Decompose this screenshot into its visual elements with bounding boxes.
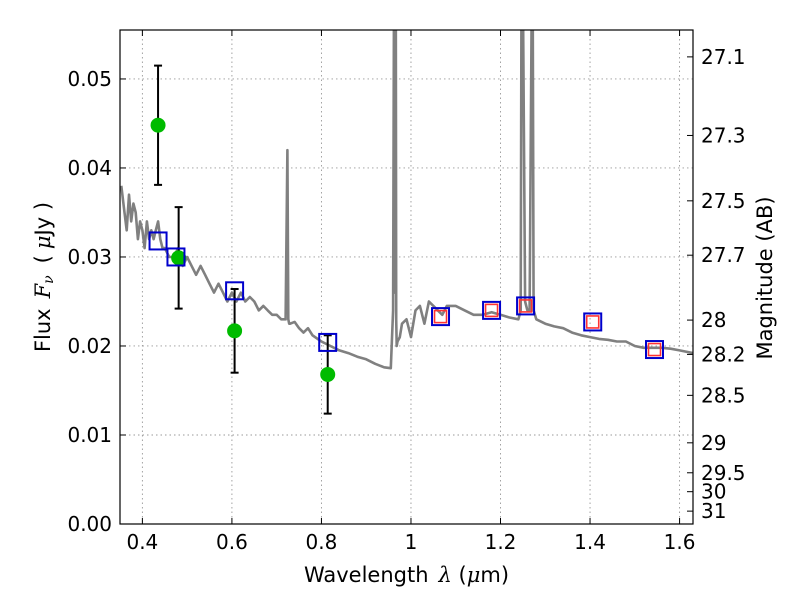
x-tick-label: 0.6 — [216, 530, 248, 554]
nir-inner-box — [518, 299, 533, 313]
tick-labels-layer: 0.4 0.6 0.8 1 1.2 1.4 1.6 0.00 0.01 0.02 0.03 0.04 0… — [67, 45, 745, 554]
y-tick-label: 0.05 — [67, 67, 112, 91]
nir-outer-box — [482, 300, 502, 320]
right-tick-label: 27.1 — [701, 45, 746, 69]
right-tick-label: 27.7 — [701, 243, 746, 267]
x-tick-label: 1.4 — [574, 530, 606, 554]
right-axis-label: Magnitude (AB) — [753, 196, 777, 359]
right-tick-label: 27.3 — [701, 123, 746, 147]
right-tick-label: 28.5 — [701, 383, 746, 407]
right-tick-label: 27.5 — [701, 189, 746, 213]
right-tick-label: 30 — [701, 480, 726, 504]
y-tick-label: 0.03 — [67, 245, 112, 269]
x-tick-label: 0.8 — [306, 530, 338, 554]
nir-inner-box — [585, 315, 600, 329]
x-tick-label: 1.2 — [485, 530, 517, 554]
y-tick-label: 0.00 — [67, 512, 112, 536]
y-tick-label: 0.04 — [67, 156, 112, 180]
observed-point — [171, 250, 187, 266]
synthetic-box — [318, 332, 338, 352]
model-sed-line — [120, 30, 693, 370]
observed-point — [320, 366, 336, 382]
nir-inner-box — [484, 303, 499, 318]
right-tick-label: 29 — [701, 431, 726, 455]
nir-inner-box — [647, 342, 662, 357]
synthetic-box — [225, 281, 245, 301]
nir-outer-box — [583, 312, 603, 332]
nir-inner-box — [433, 309, 448, 324]
plot-frame — [119, 29, 694, 525]
grid-lines — [120, 30, 693, 525]
y-axis-label: FluxFν(μJy ) — [31, 202, 58, 352]
y-tick-label: 0.01 — [67, 423, 112, 447]
right-tick-label: 28.2 — [701, 342, 746, 366]
observed-points-layer — [150, 64, 336, 415]
nir-outer-box — [431, 307, 451, 327]
right-tick-label: 28 — [701, 308, 726, 332]
nir-outer-box — [645, 340, 665, 360]
right-tick-label: 29.5 — [701, 461, 746, 485]
observed-point — [227, 323, 243, 339]
right-tick-label: 31 — [701, 499, 726, 523]
synthetic-box — [148, 231, 168, 251]
x-tick-label: 0.4 — [126, 530, 158, 554]
synthetic-box — [166, 247, 186, 267]
ticks-layer — [120, 30, 693, 525]
x-tick-label: 1 — [405, 530, 418, 554]
model-sed-layer — [120, 30, 693, 370]
x-axis-label: Wavelength λ (μm) — [304, 563, 509, 587]
synthetic-boxes-layer — [148, 231, 665, 360]
x-tick-label: 1.6 — [664, 530, 696, 554]
nir-outer-box — [516, 296, 536, 316]
y-tick-label: 0.02 — [67, 334, 112, 358]
observed-point — [150, 117, 166, 133]
